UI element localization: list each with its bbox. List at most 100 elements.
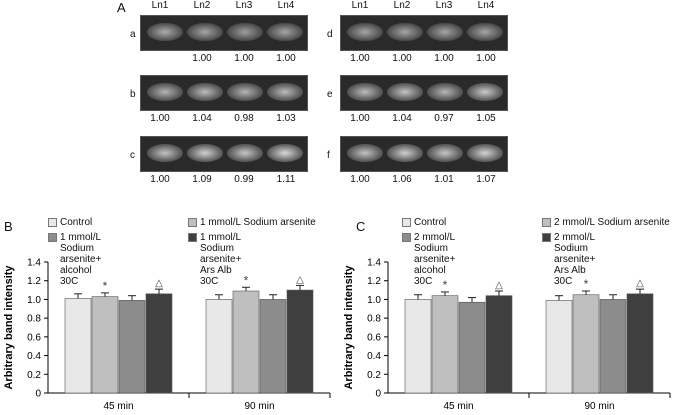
density-value: 1.04	[392, 113, 412, 124]
blot-band	[467, 83, 503, 101]
legend-label: 1 mmol/L Sodium arsenite+ Ars Alb 30C	[200, 232, 242, 287]
bar	[91, 296, 119, 394]
significance-marker: △	[155, 278, 163, 289]
blot-band	[467, 144, 503, 162]
blot-band	[387, 83, 423, 101]
bar	[205, 299, 233, 394]
blot-image	[340, 75, 508, 111]
legend-swatch	[402, 218, 411, 227]
legend-c: Control 2 mmol/L Sodium arsenite 2 mmol/…	[402, 217, 680, 287]
x-category-label: 90 min	[584, 401, 614, 412]
density-value: 1.00	[150, 174, 170, 185]
bar-chart-b: Arbitrary band intensity 0 0.2 0.4 0.6 0.8 1.0…	[3, 258, 331, 412]
density-value: 1.00	[276, 53, 296, 64]
blot-row-label: b	[130, 89, 136, 100]
blot-band	[267, 144, 303, 162]
bar	[286, 289, 314, 394]
panel-c-label: C	[356, 219, 366, 234]
legend-swatch	[48, 218, 57, 227]
bar	[599, 299, 627, 394]
bar	[404, 299, 432, 394]
y-tick-label: 0.4	[27, 351, 41, 362]
density-value: 1.07	[476, 174, 496, 185]
blot-band	[187, 23, 223, 41]
significance-marker: △	[495, 280, 503, 291]
blot-band	[187, 83, 223, 101]
y-tick-label: 0.8	[27, 314, 41, 325]
blot-band	[347, 144, 383, 162]
density-value: 1.00	[350, 113, 370, 124]
panel-a-label: A	[117, 0, 126, 15]
density-value: 1.03	[276, 113, 296, 124]
blot-band	[347, 23, 383, 41]
blot-band	[347, 83, 383, 101]
y-tick-label: 0	[35, 389, 41, 400]
y-tick-label: 1.0	[27, 295, 41, 306]
legend-label: 2 mmol/L Sodium arsenite+ alcohol 30C	[414, 232, 456, 287]
blot-band	[467, 23, 503, 41]
significance-marker: *	[244, 273, 249, 287]
density-value: 1.00	[150, 113, 170, 124]
legend-swatch	[402, 233, 411, 242]
density-value: 1.00	[192, 53, 212, 64]
panel-b-label: B	[4, 219, 13, 234]
y-tick-label: 1.4	[27, 258, 41, 269]
density-value: 1.00	[350, 174, 370, 185]
blot-band	[147, 83, 183, 101]
lane-label-ln1: Ln1	[151, 0, 169, 11]
blot-image	[140, 15, 308, 51]
bar	[145, 293, 173, 394]
bar	[626, 293, 654, 394]
significance-marker: △	[636, 278, 644, 289]
significance-marker: △	[296, 274, 304, 285]
legend-label: 1 mmol/L Sodium arsenite+ alcohol 30C	[60, 232, 102, 287]
density-value: 1.00	[392, 53, 412, 64]
bar	[64, 298, 92, 394]
blot-image	[140, 75, 308, 111]
bar	[458, 301, 486, 394]
lane-label-ln2: Ln2	[193, 0, 211, 11]
blot-image	[340, 15, 508, 51]
legend-swatch	[188, 233, 197, 242]
legend-label: Control	[414, 217, 447, 228]
bar	[572, 294, 600, 394]
lane-label-ln4: Ln4	[477, 0, 495, 11]
blot-row-label: c	[130, 150, 135, 161]
density-value: 1.00	[476, 53, 496, 64]
lane-headers-right: Ln1 Ln2 Ln3 Ln4	[340, 0, 510, 14]
density-value: 1.00	[234, 53, 254, 64]
density-value: 1.00	[434, 53, 454, 64]
bar	[118, 300, 146, 394]
significance-marker: *	[584, 277, 589, 291]
y-tick-label: 0.6	[367, 332, 381, 343]
y-tick-label: 1.2	[27, 276, 41, 287]
blot-row-label: a	[130, 29, 136, 40]
bar	[485, 295, 513, 394]
y-axis-label: Arbitrary band intensity	[343, 265, 355, 390]
blot-row-label: d	[327, 29, 333, 40]
lane-label-ln3: Ln3	[435, 0, 453, 11]
bar	[431, 295, 459, 394]
bar	[232, 290, 260, 394]
density-value: 1.04	[192, 113, 212, 124]
blot-band	[387, 23, 423, 41]
blot-band	[227, 144, 263, 162]
lane-label-ln3: Ln3	[235, 0, 253, 11]
legend-label: 2 mmol/L Sodium arsenite+ Ars Alb 30C	[554, 232, 596, 287]
bar	[259, 299, 287, 394]
lane-label-ln4: Ln4	[277, 0, 295, 11]
x-category-label: 90 min	[244, 401, 274, 412]
x-category-label: 45 min	[443, 401, 473, 412]
y-tick-label: 1.2	[367, 276, 381, 287]
blot-image	[140, 136, 308, 172]
density-value: 0.99	[234, 174, 254, 185]
y-tick-label: 1.4	[367, 258, 381, 269]
blot-row-label: f	[327, 150, 330, 161]
significance-marker: *	[443, 278, 448, 292]
density-value: 1.01	[434, 174, 454, 185]
blot-band	[427, 144, 463, 162]
blot-band	[267, 23, 303, 41]
legend-swatch	[542, 218, 551, 227]
legend-label: 1 mmol/L Sodium arsenite	[200, 217, 316, 228]
lane-label-ln2: Ln2	[393, 0, 411, 11]
